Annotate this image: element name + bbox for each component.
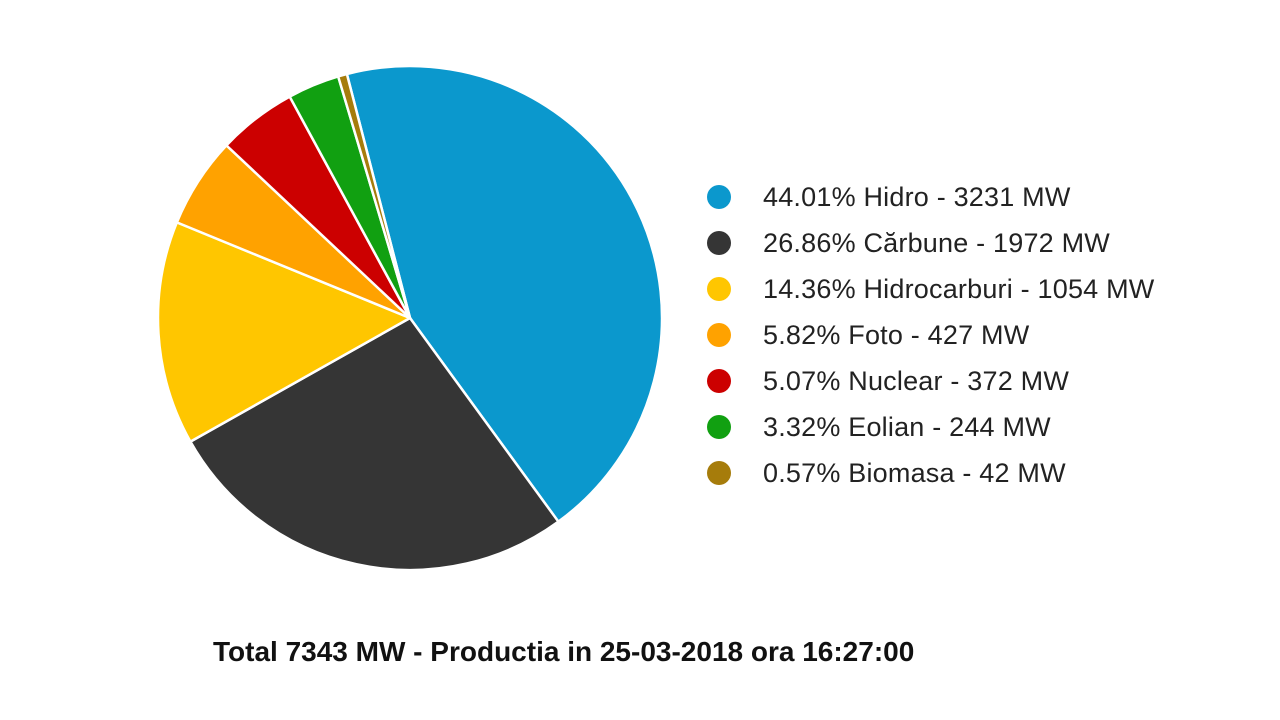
pie-slice-0 [345, 64, 664, 523]
legend-item-2: 14.36% Hidrocarburi - 1054 MW [707, 266, 1154, 312]
legend-swatch [707, 277, 731, 301]
legend-swatch [707, 415, 731, 439]
legend-item-1: 26.86% Cărbune - 1972 MW [707, 220, 1154, 266]
legend-swatch [707, 231, 731, 255]
legend-label: 26.86% Cărbune - 1972 MW [763, 227, 1110, 258]
legend-item-3: 5.82% Foto - 427 MW [707, 312, 1154, 358]
legend: 44.01% Hidro - 3231 MW 26.86% Cărbune - 1… [707, 174, 1154, 496]
legend-swatch [707, 323, 731, 347]
legend-label: 0.57% Biomasa - 42 MW [763, 457, 1066, 488]
legend-label: 3.32% Eolian - 244 MW [763, 411, 1051, 442]
legend-label: 14.36% Hidrocarburi - 1054 MW [763, 273, 1155, 304]
legend-item-4: 5.07% Nuclear - 372 MW [707, 358, 1154, 404]
pie-slice-1 [189, 316, 560, 572]
legend-swatch [707, 369, 731, 393]
pie-slice-6 [336, 72, 412, 320]
legend-label: 5.07% Nuclear - 372 MW [763, 365, 1070, 396]
pie-slice-2 [156, 221, 412, 443]
legend-item-6: 0.57% Biomasa - 42 MW [707, 450, 1154, 496]
legend-item-0: 44.01% Hidro - 3231 MW [707, 174, 1154, 220]
legend-label: 5.82% Foto - 427 MW [763, 319, 1030, 350]
pie-chart [156, 64, 664, 572]
legend-item-5: 3.32% Eolian - 244 MW [707, 404, 1154, 450]
legend-label: 44.01% Hidro - 3231 MW [763, 181, 1071, 212]
legend-swatch [707, 185, 731, 209]
chart-caption: Total 7343 MW - Productia in 25-03-2018 … [213, 636, 915, 667]
legend-swatch [707, 461, 731, 485]
